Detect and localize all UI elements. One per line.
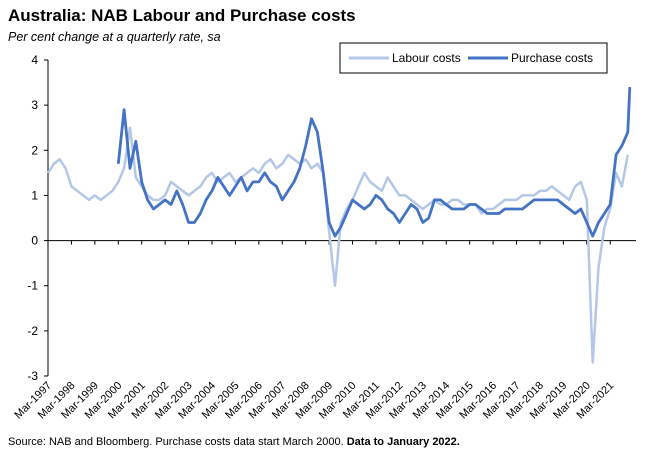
- legend-label-purchase: Purchase costs: [511, 51, 593, 65]
- series-layer: [46, 87, 632, 364]
- labour-costs-line: [46, 126, 630, 364]
- legend-label-labour: Labour costs: [392, 51, 461, 65]
- source-text: Source: NAB and Bloomberg. Purchase cost…: [8, 436, 347, 448]
- y-tick-label: 2: [31, 143, 38, 157]
- purchase-costs-line: [116, 87, 632, 238]
- y-tick-label: -1: [27, 279, 38, 293]
- chart-subtitle: Per cent change at a quarterly rate, sa: [8, 30, 221, 44]
- y-tick-label: 3: [31, 98, 38, 112]
- y-tick-label: 4: [31, 53, 38, 67]
- y-tick-label: -2: [27, 324, 38, 338]
- source-note: Source: NAB and Bloomberg. Purchase cost…: [8, 436, 460, 448]
- source-data-date: Data to January 2022.: [346, 436, 460, 448]
- chart-legend: Labour costs Purchase costs: [339, 42, 608, 74]
- y-tick-label: 1: [31, 188, 38, 202]
- y-tick-label: -3: [27, 369, 38, 383]
- chart-title: Australia: NAB Labour and Purchase costs: [8, 6, 356, 25]
- y-tick-label: 0: [31, 234, 38, 248]
- chart-axes: 43210-1-2-3Mar-1997Mar-1998Mar-1999Mar-2…: [12, 53, 636, 421]
